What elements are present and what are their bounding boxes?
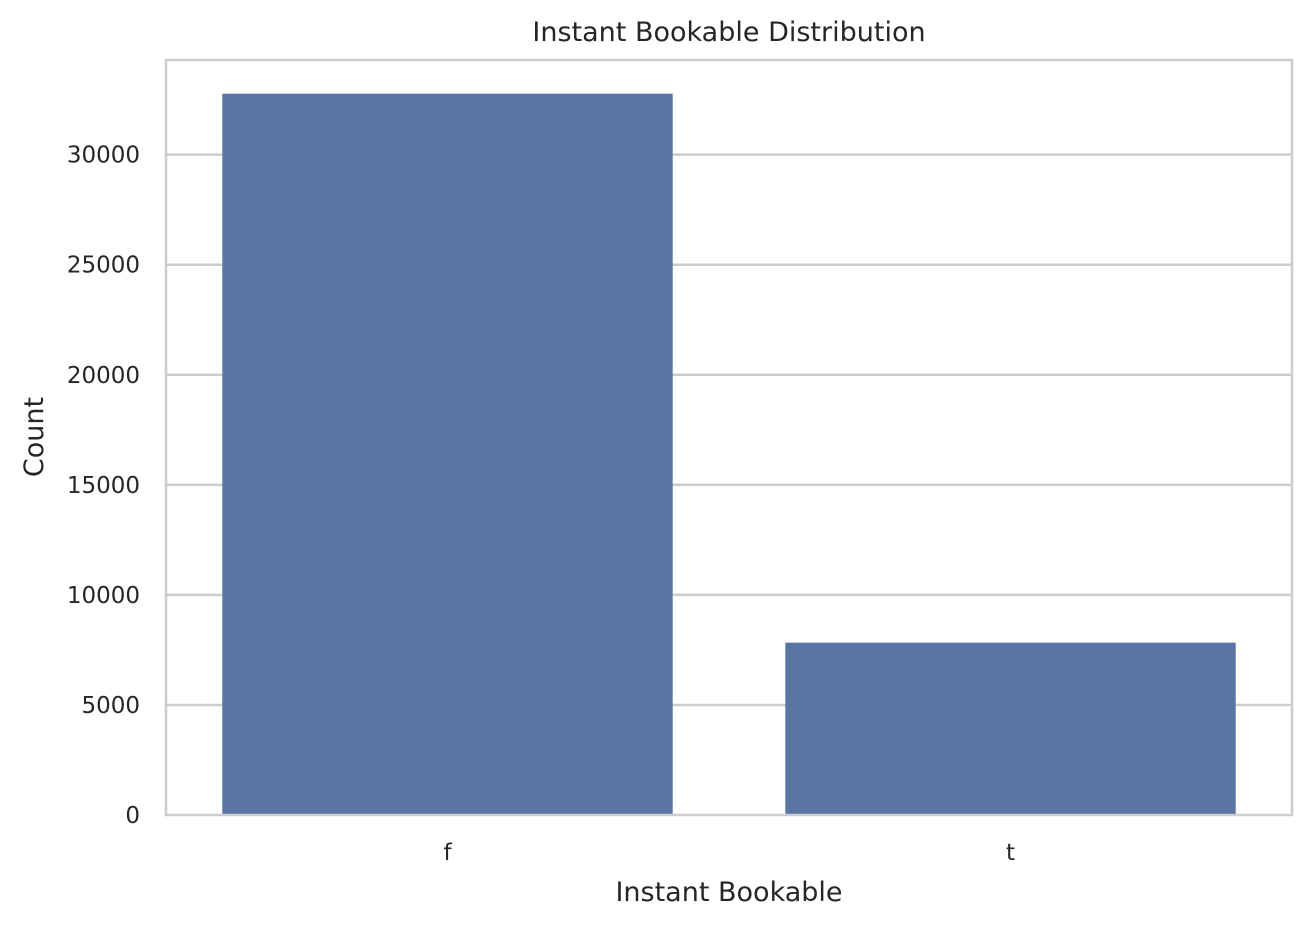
y-tick-label: 15000 [67,473,140,499]
bar-f [222,93,673,815]
y-axis-label: Count [19,397,50,477]
bar-t [785,642,1236,815]
y-tick-label: 30000 [67,143,140,169]
y-tick-label: 25000 [67,253,140,279]
y-tick-label: 5000 [81,693,140,719]
y-tick-label: 0 [125,803,140,829]
x-tick-label: f [443,840,452,866]
y-tick-label: 20000 [67,363,140,389]
chart-title: Instant Bookable Distribution [532,17,925,48]
x-axis-label: Instant Bookable [615,877,842,908]
y-tick-label: 10000 [67,583,140,609]
x-tick-label: t [1006,840,1015,866]
plot-frame [164,58,1294,817]
y-tick-labels: 0 5000 10000 15000 20000 25000 30000 [67,143,140,829]
bars [222,93,1236,815]
